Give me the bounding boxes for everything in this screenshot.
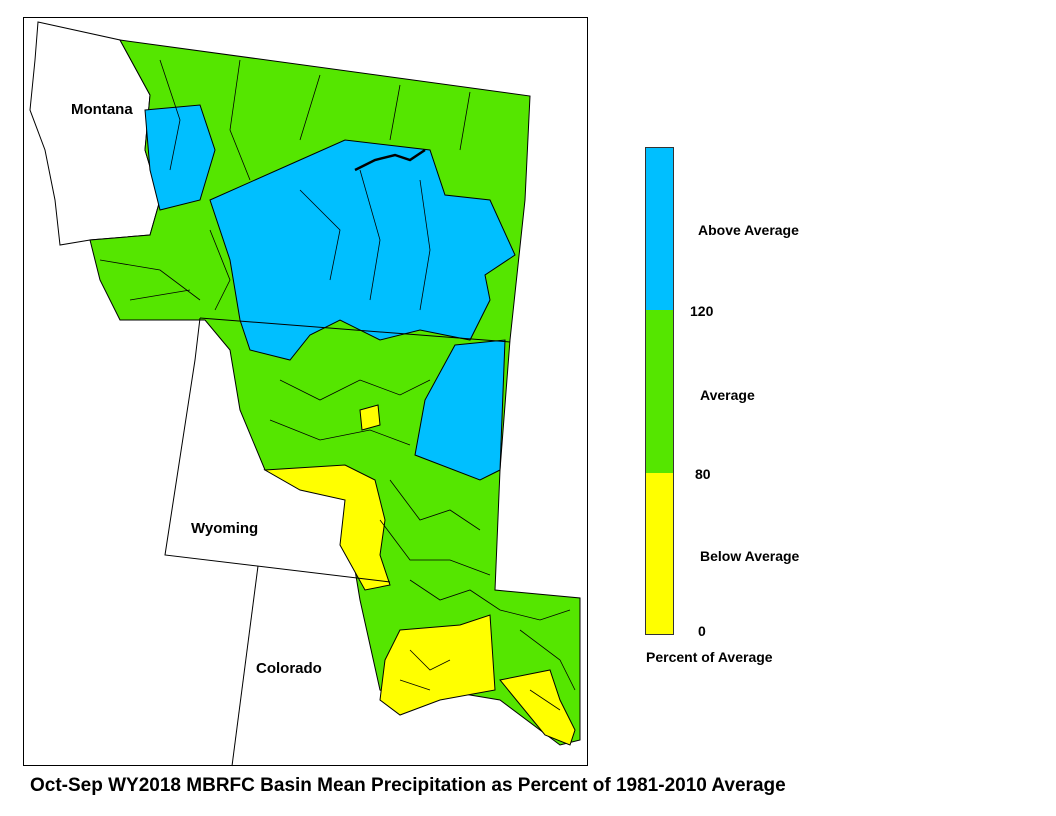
basin-below-region-2 [379,614,496,716]
basin-below-region-4 [359,404,381,431]
legend-tick-0: 0 [698,623,706,639]
legend-swatch-above [645,147,674,310]
basin-below-region-3 [499,669,576,746]
legend-tick-120: 120 [690,303,714,319]
map-caption: Oct-Sep WY2018 MBRFC Basin Mean Precipit… [30,775,786,796]
legend-label-above: Above Average [698,222,799,238]
legend-swatch-below [645,473,674,635]
legend-tick-80: 80 [695,466,711,482]
state-boundaries [164,317,511,767]
legend-label-average: Average [700,387,755,403]
state-label-montana: Montana [71,101,133,118]
legend-title: Percent of Average [646,649,773,665]
basin-above-region-1 [144,104,216,211]
basin-boundaries [99,59,576,711]
state-label-colorado: Colorado [256,660,322,677]
basin-above-region-3 [414,339,506,481]
legend-label-below: Below Average [700,548,800,564]
basin-below-region-1 [263,464,391,591]
state-label-wyoming: Wyoming [191,520,259,537]
legend-swatch-average [645,310,674,473]
river-line [354,148,426,172]
basin-above-region-2 [209,139,516,361]
